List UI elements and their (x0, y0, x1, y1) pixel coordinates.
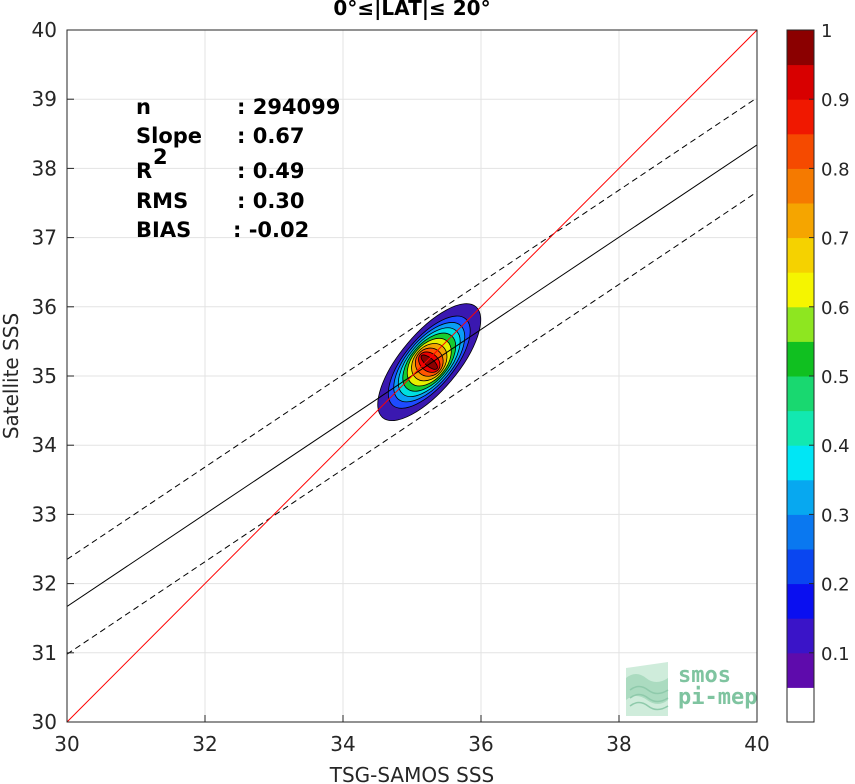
stat-rms-label: RMS (136, 189, 188, 213)
colorbar-segment (787, 133, 814, 169)
colorbar-segment (787, 306, 814, 342)
colorbar-segment (787, 272, 814, 308)
stat-bias-label: BIAS (136, 218, 191, 242)
stat-r2-label: R (136, 159, 152, 183)
colorbar-segment (787, 341, 814, 377)
regression-lines (67, 30, 757, 722)
y-tick-label: 34 (32, 433, 57, 457)
x-tick-label: 32 (192, 732, 217, 756)
smos-pimep-logo: smos pi-mep (626, 662, 757, 716)
y-axis-ticks: 30 31 32 33 34 35 36 37 38 39 40 (32, 18, 74, 734)
y-axis-label: Satellite SSS (0, 313, 23, 439)
colorbar-segment (787, 203, 814, 239)
stat-slope-label: Slope (136, 124, 202, 148)
colorbar-tick-label: 0.5 (821, 367, 850, 388)
colorbar-segment (787, 376, 814, 412)
colorbar-segment (787, 618, 814, 654)
stat-rms-value: : 0.30 (237, 189, 305, 213)
x-tick-label: 36 (468, 732, 493, 756)
colorbar-segment (787, 549, 814, 585)
colorbar-segment (787, 64, 814, 100)
y-tick-label: 36 (32, 295, 57, 319)
logo-text-smos: smos (678, 663, 731, 688)
colorbar-segment (787, 410, 814, 446)
fit-lower-dashed-line (67, 191, 757, 655)
colorbar-ticks: 0.1 0.2 0.3 0.4 0.5 0.6 0.7 0.8 0.9 1 (809, 21, 850, 665)
colorbar-segment (787, 479, 814, 515)
y-tick-label: 31 (32, 641, 57, 665)
identity-line (67, 30, 757, 722)
colorbar-segment (787, 30, 814, 66)
colorbar-tick-label: 0.4 (821, 436, 850, 457)
y-tick-label: 32 (32, 572, 57, 596)
y-tick-label: 39 (32, 87, 57, 111)
logo-text-pimep: pi-mep (678, 685, 757, 710)
colorbar-segment (787, 99, 814, 135)
y-tick-label: 38 (32, 156, 57, 180)
x-tick-label: 38 (606, 732, 631, 756)
y-tick-label: 33 (32, 502, 57, 526)
colorbar-tick-label: 0.9 (821, 90, 850, 111)
stat-bias-value: : -0.02 (233, 218, 309, 242)
y-tick-label: 30 (32, 710, 57, 734)
x-axis-ticks: 30 32 34 36 38 40 (54, 715, 770, 756)
x-tick-label: 30 (54, 732, 79, 756)
stat-r2-value: : 0.49 (237, 159, 305, 183)
colorbar-segment (787, 237, 814, 273)
statistics-box: n : 294099 Slope : 0.67 R 2 : 0.49 RMS :… (136, 95, 340, 242)
x-tick-label: 34 (330, 732, 355, 756)
colorbar-tick-label: 0.7 (821, 229, 850, 250)
y-tick-label: 37 (32, 226, 57, 250)
stat-n-label: n (136, 95, 151, 119)
chart-title: 0°≤|LAT|≤ 20° (333, 0, 490, 20)
colorbar-segment (787, 687, 814, 723)
colorbar-segment (787, 445, 814, 481)
x-axis-label: TSG-SAMOS SSS (329, 763, 495, 784)
colorbar-segment (787, 583, 814, 619)
colorbar-tick-label: 0.1 (821, 644, 850, 665)
colorbar-tick-label: 0.6 (821, 298, 850, 319)
logo-wave-icon (626, 662, 669, 716)
colorbar-segment (787, 514, 814, 550)
colorbar-tick-label: 1 (821, 21, 832, 42)
stat-r2-superscript: 2 (153, 145, 168, 169)
y-tick-label: 40 (32, 18, 57, 42)
colorbar-segment (787, 652, 814, 688)
colorbar-tick-label: 0.8 (821, 159, 850, 180)
stat-slope-value: : 0.67 (237, 124, 305, 148)
fit-upper-dashed-line (67, 97, 757, 560)
colorbar-tick-label: 0.3 (821, 505, 850, 526)
x-tick-label: 40 (744, 732, 769, 756)
stat-n-value: : 294099 (237, 95, 340, 119)
colorbar-tick-label: 0.2 (821, 575, 850, 596)
y-tick-label: 35 (32, 364, 57, 388)
colorbar-segment (787, 168, 814, 204)
colorbar (787, 30, 814, 723)
